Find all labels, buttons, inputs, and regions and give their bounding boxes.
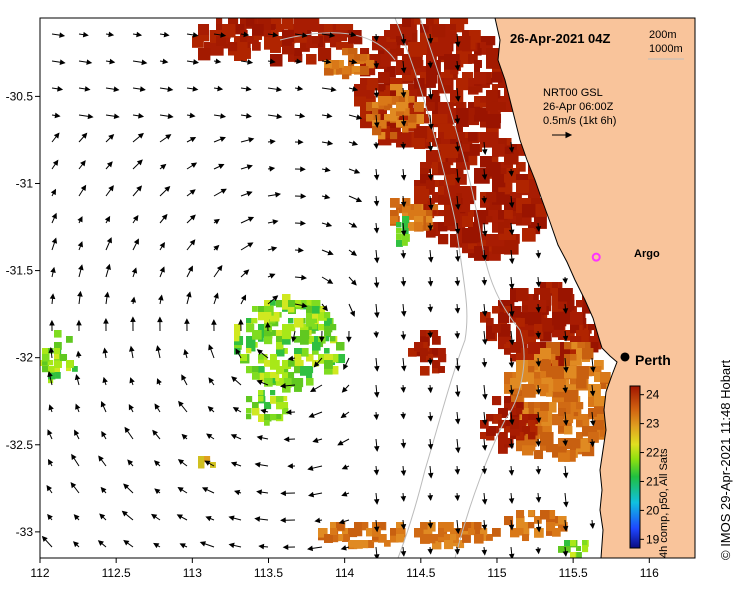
y-tick-label: -32.5 xyxy=(6,438,34,452)
colorbar-label: 4h comp, p50, All Sats xyxy=(658,448,670,558)
y-tick-label: -32 xyxy=(16,351,34,365)
x-tick-label: 116 xyxy=(640,566,659,580)
x-tick-label: 112.5 xyxy=(102,566,131,580)
colorbar-tick-label: 19 xyxy=(646,532,660,546)
x-tick-label: 113.5 xyxy=(254,566,283,580)
colorbar-ticks: 24 23 22 21 20 19 xyxy=(640,388,660,546)
map-timestamp: 26-Apr-2021 04Z xyxy=(510,31,610,46)
x-tick-label: 114.5 xyxy=(406,566,435,580)
argo-label: Argo xyxy=(634,248,660,260)
x-tick-label: 115.5 xyxy=(559,566,588,580)
current-scale: 0.5m/s (1kt 6h) xyxy=(543,115,616,127)
current-source: NRT00 GSL xyxy=(543,87,603,99)
y-tick-label: -30.5 xyxy=(6,89,34,103)
argo-float-marker[interactable] xyxy=(591,252,601,262)
colorbar-tick-label: 24 xyxy=(646,388,660,402)
y-tick-label: -33 xyxy=(16,525,34,539)
colorbar-tick-label: 20 xyxy=(646,503,660,517)
current-scale-arrow xyxy=(552,131,573,139)
y-tick-label: -31.5 xyxy=(6,264,34,278)
y-tick-label: -31 xyxy=(16,176,34,190)
perth-marker[interactable] xyxy=(620,352,630,362)
sst-patches xyxy=(40,18,626,558)
x-tick-label: 113 xyxy=(183,566,202,580)
colorbar-tick-label: 23 xyxy=(646,417,660,431)
colorbar-tick-label: 21 xyxy=(646,474,660,488)
axis-ticks: 112 112.5 113 113.5 114 114.5 115 115.5 116 -30.5… xyxy=(6,89,660,580)
x-tick-label: 114 xyxy=(335,566,354,580)
colorbar-tick-label: 22 xyxy=(646,446,660,460)
isobath-label-1000m: 1000m xyxy=(649,43,683,55)
perth-label: Perth xyxy=(635,352,671,368)
x-tick-label: 115 xyxy=(487,566,506,580)
plot-frame xyxy=(39,17,696,559)
x-tick-label: 112 xyxy=(30,566,49,580)
current-time: 26-Apr 06:00Z xyxy=(543,101,614,113)
isobaths xyxy=(279,18,525,558)
colorbar xyxy=(629,385,641,549)
land-mass xyxy=(494,18,695,558)
credit-text: © IMOS 29-Apr-2021 11:48 Hobart xyxy=(718,359,733,560)
isobath-label-200m: 200m xyxy=(649,29,677,41)
current-arrows xyxy=(41,31,596,558)
